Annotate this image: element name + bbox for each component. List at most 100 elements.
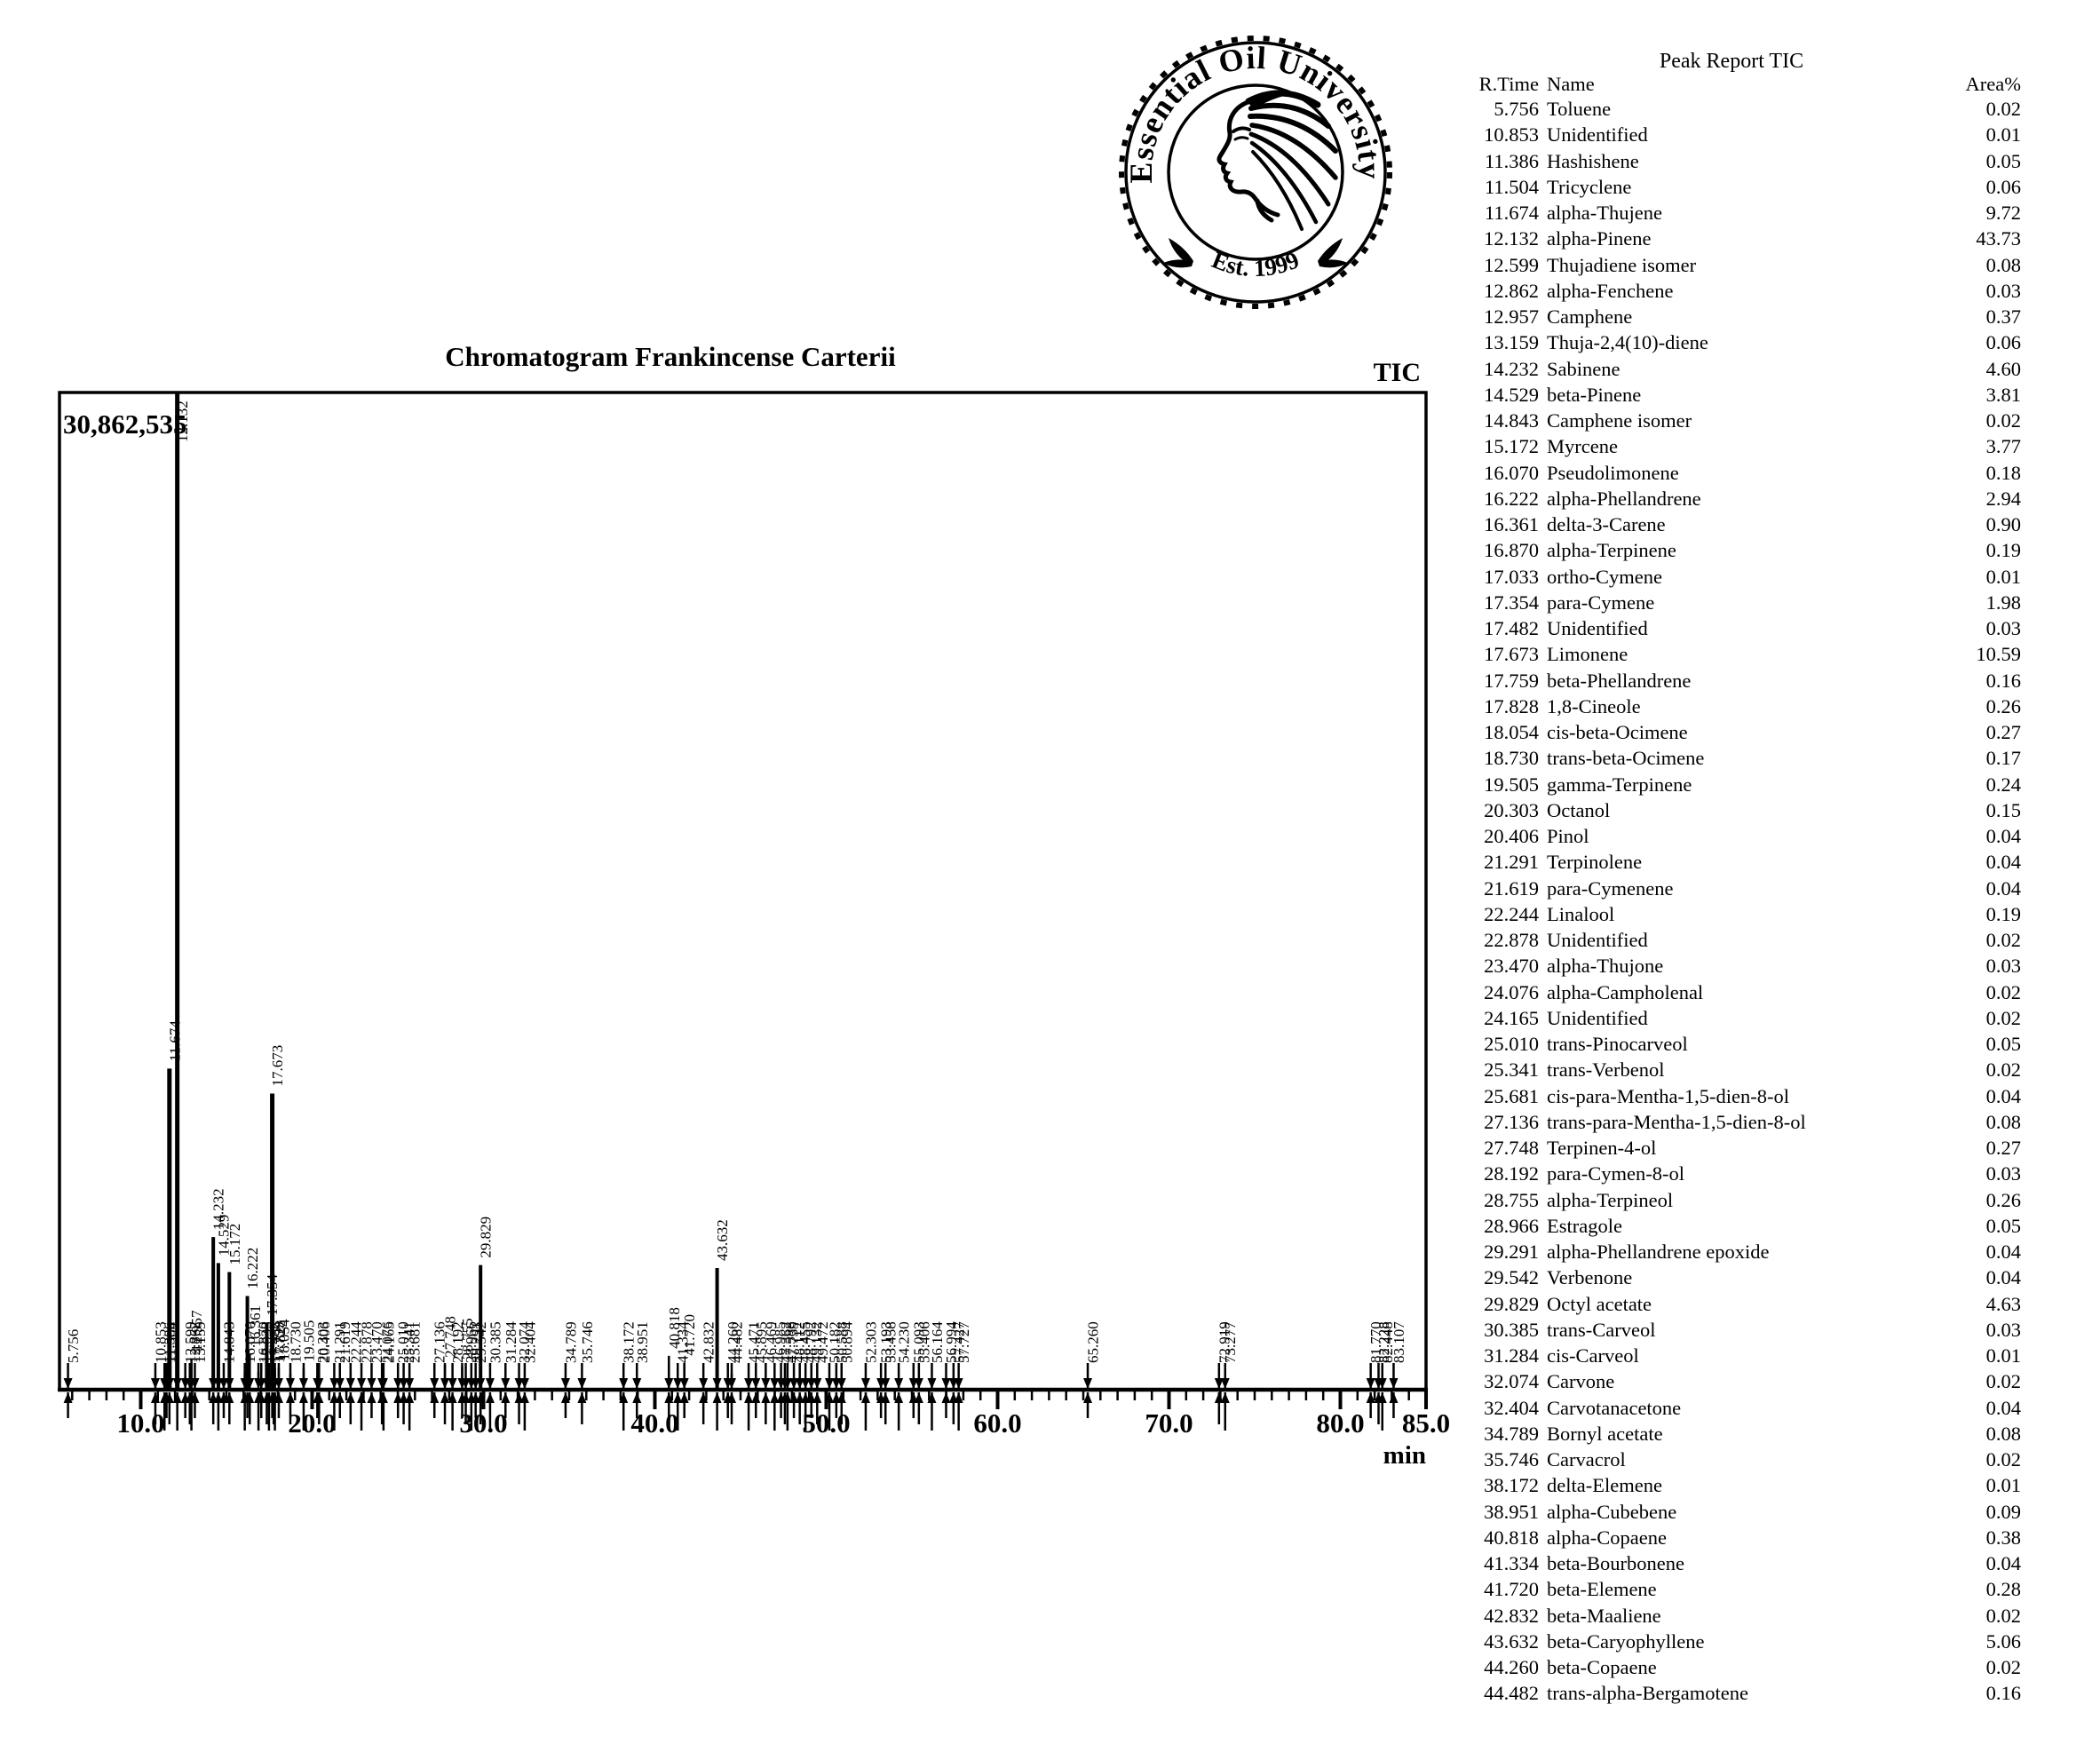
area-cell: 0.09	[1985, 1500, 2021, 1523]
peak-marker-down-arrow-icon	[1366, 1378, 1375, 1389]
area-cell: 0.15	[1985, 798, 2021, 821]
table-row: 30.385 trans-Carveol 0.03	[1438, 1317, 2025, 1343]
peak-marker-up-arrow-icon	[393, 1392, 403, 1403]
table-row: 18.730 trans-beta-Ocimene 0.17	[1438, 745, 2025, 771]
table-row: 38.951 alpha-Cubebene 0.09	[1438, 1499, 2025, 1525]
peak-marker-down-arrow-icon	[1220, 1378, 1230, 1389]
peak-marker-down-arrow-icon	[954, 1378, 963, 1389]
peak-marker-up-arrow-icon	[1377, 1392, 1387, 1403]
rtime-cell: 32.074	[1484, 1370, 1539, 1393]
peak-rtime-label: 22.878	[359, 1321, 376, 1363]
name-cell: Carvone	[1547, 1370, 1615, 1393]
peak-marker-up-arrow-icon	[782, 1392, 792, 1403]
peak-rtime-label: 82.228	[1375, 1321, 1392, 1363]
rtime-cell: 43.632	[1484, 1629, 1539, 1653]
peak-marker-up-arrow-icon	[519, 1392, 529, 1403]
name-cell: para-Cymenene	[1547, 876, 1674, 900]
peak-marker-down-arrow-icon	[673, 1378, 683, 1389]
peak-marker-up-arrow-icon	[298, 1392, 308, 1403]
name-cell: Tricyclene	[1547, 175, 1632, 198]
peak-marker-up-arrow-icon	[825, 1392, 835, 1403]
peak-marker-up-arrow-icon	[812, 1392, 822, 1403]
name-cell: cis-para-Mentha-1,5-dien-8-ol	[1547, 1084, 1790, 1107]
peak-rtime-label: 23.470	[368, 1321, 385, 1363]
peak-rtime-label: 28.192	[449, 1321, 466, 1363]
peak-rtime-label: 50.182	[827, 1321, 844, 1363]
name-cell: Bornyl acetate	[1547, 1422, 1663, 1445]
peak-marker-down-arrow-icon	[430, 1378, 440, 1389]
peak-rtime-label: 50.588	[833, 1321, 850, 1363]
peak-marker-down-arrow-icon	[664, 1378, 674, 1389]
table-row: 27.748 Terpinen-4-ol 0.27	[1438, 1135, 2025, 1161]
area-cell: 0.16	[1985, 1682, 2021, 1705]
area-cell: 0.04	[1985, 1552, 2021, 1574]
peak-rtime-label: 17.759	[271, 1321, 288, 1363]
peak-rtime-label: 48.455	[796, 1321, 813, 1363]
peak-marker-up-arrow-icon	[881, 1392, 891, 1403]
peak-marker-down-arrow-icon	[485, 1378, 495, 1389]
table-row: 24.165 Unidentified 0.02	[1438, 1005, 2025, 1031]
peak-marker-down-arrow-icon	[1377, 1378, 1387, 1389]
rtime-cell: 21.619	[1484, 876, 1539, 900]
table-row: 14.529 beta-Pinene 3.81	[1438, 382, 2025, 408]
peak-rtime-label: 57.427	[950, 1321, 967, 1363]
table-row: 25.341 trans-Verbenol 0.02	[1438, 1057, 2025, 1082]
peak-rtime-label: 47.362	[778, 1321, 795, 1363]
name-cell: Pseudolimonene	[1547, 461, 1679, 484]
x-axis-unit-label: min	[1383, 1441, 1426, 1470]
logo-ring-text: Essential Oil University	[1123, 40, 1388, 184]
name-cell: alpha-Phellandrene	[1547, 487, 1701, 510]
name-cell: Myrcene	[1547, 435, 1618, 458]
table-row: 43.632 beta-Caryophyllene 5.06	[1438, 1629, 2025, 1654]
rtime-cell: 44.260	[1484, 1656, 1539, 1678]
name-cell: alpha-Cubebene	[1547, 1500, 1677, 1523]
peak-marker-down-arrow-icon	[1389, 1378, 1399, 1389]
rtime-cell: 42.832	[1484, 1604, 1539, 1627]
peak-rtime-label: 21.291	[331, 1321, 348, 1363]
peak-marker-down-arrow-icon	[172, 1378, 182, 1389]
name-cell: trans-Verbenol	[1547, 1058, 1665, 1082]
rtime-cell: 28.192	[1484, 1162, 1539, 1185]
area-cell: 43.73	[1976, 227, 2021, 250]
area-cell: 0.08	[1985, 1110, 2021, 1133]
table-row: 16.222 alpha-Phellandrene 2.94	[1438, 486, 2025, 511]
name-cell: alpha-Thujene	[1547, 202, 1662, 224]
table-row: 24.076 alpha-Campholenal 0.02	[1438, 979, 2025, 1005]
table-row: 12.132 alpha-Pinene 43.73	[1438, 226, 2025, 251]
table-row: 17.482 Unidentified 0.03	[1438, 615, 2025, 641]
peak-rtime-label: 53.193	[878, 1321, 895, 1363]
x-tick-label: 80.0	[1316, 1407, 1364, 1439]
peak-rtime-label: 73.277	[1222, 1321, 1239, 1363]
plot-border	[58, 391, 1428, 1391]
area-cell: 4.63	[1985, 1292, 2021, 1315]
peak-marker-down-arrow-icon	[699, 1378, 709, 1389]
peak-marker-down-arrow-icon	[150, 1378, 160, 1389]
peak-rtime-label: 45.471	[746, 1321, 763, 1363]
peak-marker-up-arrow-icon	[345, 1392, 355, 1403]
area-cell: 0.90	[1985, 513, 2021, 535]
table-row: 16.070 Pseudolimonene 0.18	[1438, 460, 2025, 486]
name-cell: Linalool	[1547, 902, 1615, 925]
peak-rtime-label: 41.334	[675, 1321, 692, 1363]
peak-marker-up-arrow-icon	[405, 1392, 415, 1403]
name-cell: cis-Carveol	[1547, 1344, 1639, 1367]
logo-est-text: Est. 1999	[1208, 246, 1303, 281]
rtime-cell: 24.076	[1484, 980, 1539, 1003]
peak-marker-up-arrow-icon	[632, 1392, 642, 1403]
rtime-cell: 11.674	[1484, 202, 1539, 224]
x-tick-label: 70.0	[1145, 1407, 1193, 1439]
table-row: 20.303 Octanol 0.15	[1438, 797, 2025, 823]
peak-rtime-label: 55.406	[915, 1321, 932, 1363]
rtime-cell: 24.165	[1484, 1006, 1539, 1029]
rtime-cell: 5.756	[1494, 98, 1539, 120]
name-cell: para-Cymen-8-ol	[1547, 1162, 1684, 1185]
rtime-cell: 11.386	[1484, 149, 1539, 172]
peak-marker-up-arrow-icon	[225, 1392, 234, 1403]
essential-oil-university-logo: Essential Oil University Est. 1999	[1119, 36, 1392, 309]
peak-marker-down-arrow-icon	[519, 1378, 529, 1389]
area-cell: 0.03	[1985, 279, 2021, 302]
peak-report-header: R.Time Name Area%	[1438, 73, 2025, 96]
table-row: 41.720 beta-Elemene 0.28	[1438, 1576, 2025, 1602]
peak-marker-down-arrow-icon	[560, 1378, 570, 1389]
area-cell: 0.05	[1985, 1033, 2021, 1055]
